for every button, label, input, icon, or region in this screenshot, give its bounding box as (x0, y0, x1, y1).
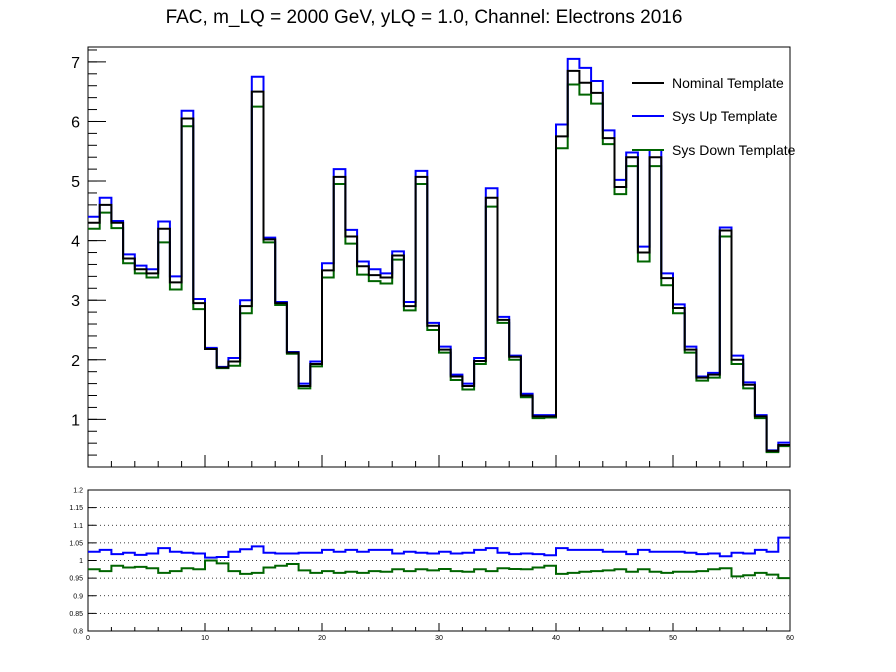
main-plot-panel: 1 2 3 4 5 6 7 (71, 46, 791, 468)
ratio-series-group (88, 536, 790, 580)
ratio-x-tick-label: 50 (669, 635, 677, 642)
legend-label-sys-down: Sys Down Template (672, 142, 796, 158)
ratio-line-up (88, 536, 790, 559)
ratio-x-tick-label: 10 (201, 635, 209, 642)
chart-title: FAC, m_LQ = 2000 GeV, yLQ = 1.0, Channel… (166, 7, 683, 28)
legend-label-nominal: Nominal Template (672, 75, 784, 91)
legend: Nominal Template Sys Up Template Sys Dow… (632, 75, 796, 158)
ratio-x-tick-label: 0 (86, 635, 90, 642)
ratio-y-tick-label: 1 (79, 558, 83, 565)
ratio-x-tick-label: 30 (435, 635, 443, 642)
y-tick-label: 5 (71, 174, 80, 191)
ratio-x-axis: 0 10 20 30 40 50 60 (86, 623, 794, 642)
main-series-group (88, 57, 790, 454)
y-tick-label: 1 (71, 412, 80, 429)
ratio-grid (88, 507, 790, 614)
y-tick-label: 7 (71, 55, 80, 72)
y-tick-label: 2 (71, 353, 80, 370)
main-y-axis: 1 2 3 4 5 6 7 (71, 49, 106, 468)
ratio-plot-panel: 0.8 0.85 0.9 0.95 1 1.05 1.1 1.15 1.2 0 10 20 30 40 5… (69, 488, 794, 643)
ratio-y-axis: 0.8 0.85 0.9 0.95 1 1.05 1.1 1.15 1.2 (69, 488, 96, 636)
ratio-y-tick-label: 0.85 (69, 611, 83, 618)
ratio-line-down (88, 559, 790, 580)
ratio-y-tick-label: 0.95 (69, 576, 83, 583)
y-tick-label: 4 (71, 234, 80, 251)
main-x-axis (87, 455, 791, 467)
legend-label-sys-up: Sys Up Template (672, 108, 778, 124)
ratio-y-tick-label: 1.05 (69, 540, 83, 547)
ratio-y-tick-label: 0.8 (73, 629, 83, 636)
ratio-y-tick-label: 1.2 (73, 488, 83, 495)
ratio-y-tick-label: 1.1 (73, 523, 83, 530)
series-line-nominal-template (88, 69, 790, 452)
ratio-y-tick-label: 1.15 (69, 505, 83, 512)
y-tick-label: 6 (71, 114, 80, 131)
ratio-x-tick-label: 20 (318, 635, 326, 642)
y-tick-label: 3 (71, 293, 80, 310)
ratio-x-tick-label: 60 (786, 635, 794, 642)
ratio-x-tick-label: 40 (552, 635, 560, 642)
ratio-y-tick-label: 0.9 (73, 593, 83, 600)
